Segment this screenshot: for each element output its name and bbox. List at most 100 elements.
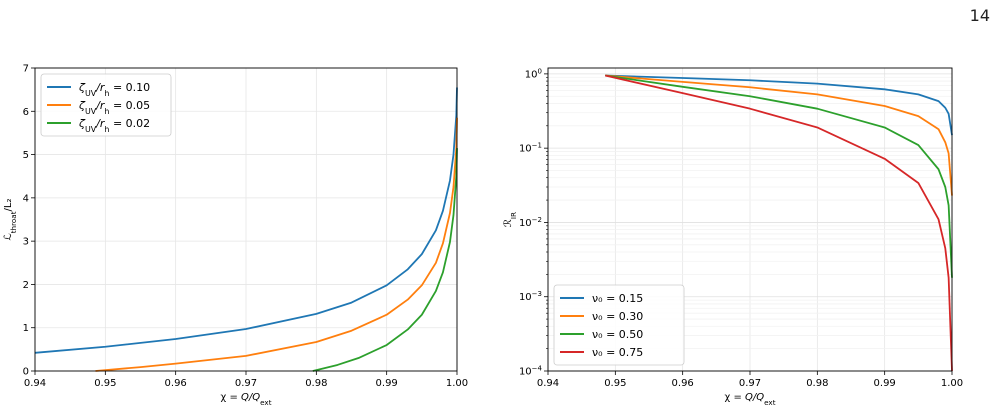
- text-part: =: [113, 81, 122, 94]
- text-part: ν₀: [592, 346, 603, 359]
- x-tick-label: 0.98: [806, 378, 828, 389]
- tick-exp: −4: [532, 365, 543, 373]
- text-part: ℒ: [3, 233, 14, 240]
- text-part: ν₀: [592, 292, 603, 305]
- x-tick-label: 0.94: [24, 378, 46, 389]
- legend-label: ν₀ = 0.15: [592, 292, 643, 305]
- tick-base: 10: [519, 144, 532, 155]
- text-part: =: [113, 99, 122, 112]
- x-tick-label: 0.97: [235, 378, 257, 389]
- x-tick-label: 0.95: [94, 378, 116, 389]
- text-part: =: [733, 392, 741, 403]
- text-sub: h: [104, 89, 109, 98]
- x-axis-label: χ = Q/Qext: [220, 392, 271, 407]
- text-part: 0.10: [126, 81, 151, 94]
- y-tick-label: 1: [23, 323, 29, 334]
- series-line-2: [312, 148, 458, 372]
- x-tick-label: 1.00: [941, 378, 963, 389]
- x-tick-label: 0.98: [305, 378, 327, 389]
- text-sub: IR: [509, 212, 518, 219]
- text-part: χ: [220, 392, 226, 403]
- text-part: 0.05: [126, 99, 151, 112]
- y-tick-label: 2: [23, 280, 29, 291]
- legend-label: ζUV/rh = 0.10: [78, 81, 150, 98]
- text-part: ℛ: [503, 219, 514, 227]
- series-line-0: [34, 87, 458, 354]
- x-tick-label: 0.99: [874, 378, 896, 389]
- legend-label: ν₀ = 0.75: [592, 346, 643, 359]
- tick-base: 10: [519, 218, 532, 229]
- text-part: =: [606, 292, 615, 305]
- y-tick-label: 10−3: [519, 290, 542, 303]
- text-part: /L₂: [3, 199, 14, 212]
- text-sub: h: [104, 107, 109, 116]
- tick-base: 10: [519, 367, 532, 378]
- legend-box: [553, 284, 685, 366]
- text-sub: ext: [260, 398, 272, 407]
- x-tick-label: 0.95: [604, 378, 626, 389]
- text-sub: UV: [85, 107, 97, 116]
- text-part: =: [229, 392, 237, 403]
- x-tick-label: 0.97: [739, 378, 761, 389]
- text-part: χ: [724, 392, 730, 403]
- text-part: ζ: [78, 99, 86, 112]
- x-axis-label: χ = Q/Qext: [724, 392, 775, 407]
- x-tick-label: 1.00: [446, 378, 468, 389]
- text-part: 0.15: [619, 292, 644, 305]
- text-part: 0.02: [126, 117, 151, 130]
- text-part: 0.50: [619, 328, 644, 341]
- text-part: Q/Q: [241, 392, 260, 403]
- legend-label: ν₀ = 0.30: [592, 310, 643, 323]
- text-part: ν₀: [592, 328, 603, 341]
- text-part: /r: [95, 81, 106, 94]
- tick-exp: 0: [538, 67, 542, 75]
- text-part: =: [606, 328, 615, 341]
- text-sub: UV: [85, 89, 97, 98]
- legend-label: ζUV/rh = 0.05: [78, 99, 150, 116]
- x-tick-label: 0.99: [376, 378, 398, 389]
- legend-label: ζUV/rh = 0.02: [78, 117, 150, 134]
- text-part: =: [606, 310, 615, 323]
- series-line-3: [605, 74, 953, 372]
- left-chart: 0.94 0.95 0.96 0.97 0.98 0.99 1.00 0 1 2 3 4 5 6 7 χ = …: [3, 64, 468, 407]
- y-tick-label: 10−4: [519, 365, 543, 378]
- text-part: =: [606, 346, 615, 359]
- y-tick-label: 10−1: [519, 142, 542, 155]
- series-line-2: [605, 74, 953, 278]
- text-part: 0.30: [619, 310, 644, 323]
- tick-base: 10: [525, 69, 538, 80]
- text-part: ζ: [78, 117, 86, 130]
- legend-label: ν₀ = 0.50: [592, 328, 643, 341]
- x-tick-label: 0.96: [165, 378, 187, 389]
- text-part: ν₀: [592, 310, 603, 323]
- x-tick-label: 0.94: [537, 378, 559, 389]
- text-part: 0.75: [619, 346, 644, 359]
- y-tick-label: 6: [23, 107, 29, 118]
- text-sub: h: [104, 125, 109, 134]
- y-tick-label: 4: [23, 193, 29, 204]
- text-part: Q/Q: [745, 392, 764, 403]
- x-tick-label: 0.96: [672, 378, 694, 389]
- y-tick-label: 10−2: [519, 216, 542, 229]
- y-tick-label: 7: [23, 64, 29, 75]
- tick-exp: −1: [532, 142, 542, 150]
- text-sub: throat: [9, 211, 18, 233]
- right-chart: 0.94 0.95 0.96 0.97 0.98 0.99 1.0010−410−310−2…: [503, 67, 963, 406]
- text-part: =: [113, 117, 122, 130]
- y-tick-label: 100: [525, 67, 542, 80]
- series-line-1: [605, 74, 953, 196]
- tick-base: 10: [519, 292, 532, 303]
- y-axis-label: ℒthroat/L₂: [3, 199, 18, 241]
- y-tick-label: 3: [23, 237, 29, 248]
- series-line-1: [95, 117, 458, 372]
- text-sub: UV: [85, 125, 97, 134]
- y-tick-label: 5: [23, 150, 29, 161]
- legend-box: [40, 73, 172, 137]
- text-part: ζ: [78, 81, 86, 94]
- tick-exp: −2: [532, 216, 542, 224]
- series-line-0: [605, 74, 953, 136]
- text-part: /r: [95, 99, 106, 112]
- y-axis-label: ℛIR: [503, 212, 518, 227]
